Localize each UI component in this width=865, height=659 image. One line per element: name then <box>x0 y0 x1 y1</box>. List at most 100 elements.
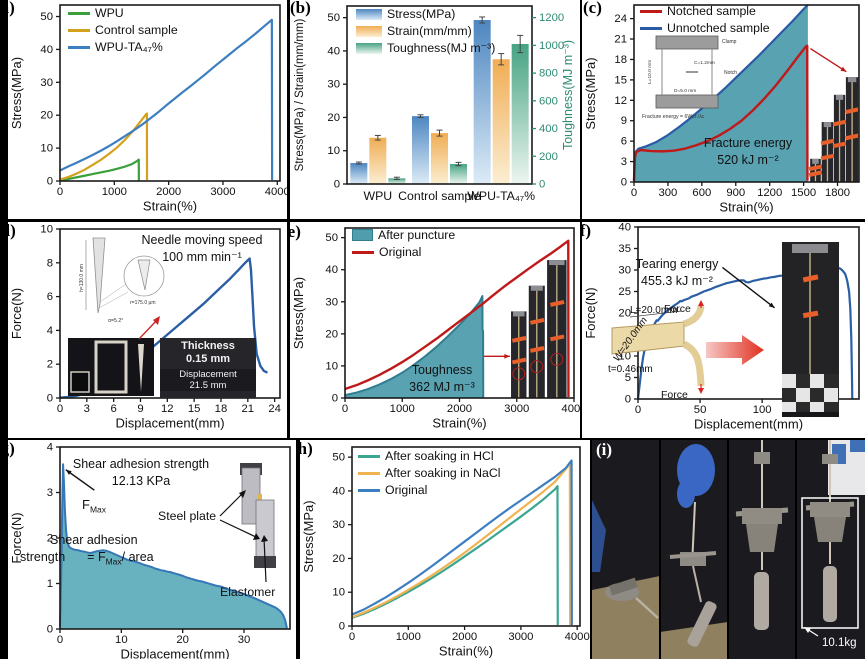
bar <box>412 116 429 184</box>
legend-item: Control sample <box>68 22 178 38</box>
legend-swatch <box>356 42 382 54</box>
y-tick-label: 10 <box>332 587 345 599</box>
category-label: WPU-TA₄₇% <box>467 189 535 203</box>
legend-swatch <box>68 11 90 15</box>
shear-formula: Shear adhesion strength = FMax/ area <box>20 532 225 567</box>
x-axis-label: Displacement(mm) <box>115 416 224 431</box>
y-tick-label: 50 <box>327 12 340 24</box>
series-after-soaking-in-nacl <box>351 461 572 625</box>
legend-item: After soaking in HCl <box>358 448 501 464</box>
legend-item: Notched sample <box>640 3 770 19</box>
x-tick-label: 21 <box>242 403 255 415</box>
legend-swatch <box>358 471 380 475</box>
annotation-arrow <box>840 66 847 72</box>
y-tick-label: 6 <box>621 136 627 148</box>
x-tick-label: 15 <box>188 403 201 415</box>
x-tick-label: 0 <box>635 404 641 416</box>
y-tick-label: 30 <box>327 79 340 91</box>
weight-lifting-photos: 10.1kg <box>592 440 865 659</box>
y-tick-label: 40 <box>40 44 53 56</box>
x-tick-label: 3000 <box>508 631 533 643</box>
legend-swatch <box>68 45 90 49</box>
formula-line: Shear adhesion <box>50 533 138 547</box>
y-tick-label: 20 <box>332 553 345 565</box>
schematic-drawing: h=130.0 mm α=5.2° r=175.0 μm <box>79 237 165 324</box>
panel-label-d: (d) <box>8 222 16 240</box>
x-tick-label: 30 <box>238 634 251 646</box>
legend-swatch <box>358 488 380 492</box>
annotation-line: 12.13 KPa <box>111 473 171 488</box>
x-axis-label: Displacement(mm) <box>120 647 229 659</box>
y-tick-label: 50 <box>40 11 53 23</box>
x-tick-label: 1200 <box>757 187 782 199</box>
right-tick-label: 600 <box>539 95 558 107</box>
series-wpu-ta47 <box>59 18 274 181</box>
svg-text:Clamp: Clamp <box>722 39 737 45</box>
y-tick-label: 24 <box>614 13 627 25</box>
y-tick-label: 20 <box>40 110 53 122</box>
right-tick-label: 800 <box>539 68 558 80</box>
chart-e: 0 1000 2000 3000 4000 0 10 20 30 40 50 Strain(%) Str… <box>291 227 580 431</box>
series-notched-sample <box>632 44 809 181</box>
photo-caption: Displacement 21.5 mm <box>160 368 256 392</box>
x-tick-label: 2000 <box>452 631 477 643</box>
y-axis-label: Stress(MPa) <box>9 57 24 129</box>
legend: Notched sample Unnotched sample <box>640 3 770 36</box>
filled-area <box>60 464 287 629</box>
x-axis-label: Strain(%) <box>432 416 486 431</box>
highlight-box <box>801 497 859 629</box>
weight-label: 10.1kg <box>822 637 857 649</box>
y-tick-label: 30 <box>332 519 345 531</box>
panel-d: (d) Needle moving speed 100 mm min⁻¹ h=1… <box>8 222 287 438</box>
panel-label-c: (c) <box>583 0 602 17</box>
x-tick-label: 20 <box>176 634 189 646</box>
legend-swatch <box>352 250 374 254</box>
chart-h: 0 1000 2000 3000 4000 0 10 20 30 40 50 Strain(%) Str… <box>301 446 590 659</box>
y-tick-label: 30 <box>618 264 631 276</box>
y-tick-label: 1 <box>47 578 53 590</box>
legend: Stress(MPa) Strain(mm/mm) Toughness(MJ m⁻³… <box>356 6 495 56</box>
panel-g: (g) Shear adhesion strength 12.13 KPa FM… <box>8 440 296 659</box>
x-tick-label: 2000 <box>447 403 472 415</box>
y-tick-label: 20 <box>325 328 338 340</box>
svg-text:L=20.0mm: L=20.0mm <box>630 305 678 316</box>
y-axis-label: Stress(MPa) <box>583 57 598 129</box>
needle-speed-annotation: Needle moving speed 100 mm min⁻¹ <box>126 232 278 265</box>
y-tick-label: 25 <box>618 286 631 298</box>
series-wpu <box>59 158 140 182</box>
category-label: WPU <box>363 189 392 203</box>
svg-text:L=10.0 mm: L=10.0 mm <box>647 60 653 84</box>
annotation-arrow <box>768 302 775 308</box>
x-tick-label: 1000 <box>102 186 127 198</box>
y-tick-label: 18 <box>614 54 627 66</box>
schematic-drawing: Force Force L=20.0mm W=20.0mm t=0.46mm <box>608 300 764 401</box>
right-tick-label: 1200 <box>539 12 564 24</box>
annotation-line: 520 kJ m⁻² <box>717 152 779 167</box>
apparatus-photo <box>68 338 154 396</box>
x-tick-label: 12 <box>161 403 174 415</box>
svg-text:Fracture energy = 6Wc/√λc: Fracture energy = 6Wc/√λc <box>642 113 705 120</box>
legend: After soaking in HCl After soaking in NaC… <box>358 448 501 498</box>
right-tick-label: 400 <box>539 123 558 135</box>
svg-text:D=5.0 mm: D=5.0 mm <box>674 88 696 94</box>
x-tick-label: 3 <box>84 403 90 415</box>
y-tick-label: 3 <box>621 156 627 168</box>
tearing-energy-annotation: Tearing energy 455.3 kJ m⁻² <box>618 256 736 289</box>
legend-label: Unnotched sample <box>667 21 770 35</box>
legend-label: Toughness(MJ m⁻³) <box>387 41 496 55</box>
bar <box>511 43 529 185</box>
legend-label: After soaking in HCl <box>385 449 494 463</box>
y-tick-label: 4 <box>47 325 53 337</box>
y-tick-label: 10 <box>325 360 338 372</box>
thickness-photo: Thickness 0.15 mm Displacement 21.5 mm <box>160 338 256 398</box>
y-tick-label: 40 <box>327 45 340 57</box>
panel-e: (e) Toughness 362 MJ m⁻³ 0 1000 2000 3000 40… <box>290 222 580 438</box>
legend-item: Strain(mm/mm) <box>356 23 495 39</box>
bar <box>431 133 448 184</box>
series-after-soaking-in-hcl <box>351 485 559 625</box>
series-original <box>344 239 570 398</box>
x-tick-label: 0 <box>57 186 63 198</box>
chart-g: 0 10 20 30 0 1 2 3 4 Displacement(mm) Force(N) <box>9 441 291 659</box>
annotation-arrow <box>65 469 72 475</box>
